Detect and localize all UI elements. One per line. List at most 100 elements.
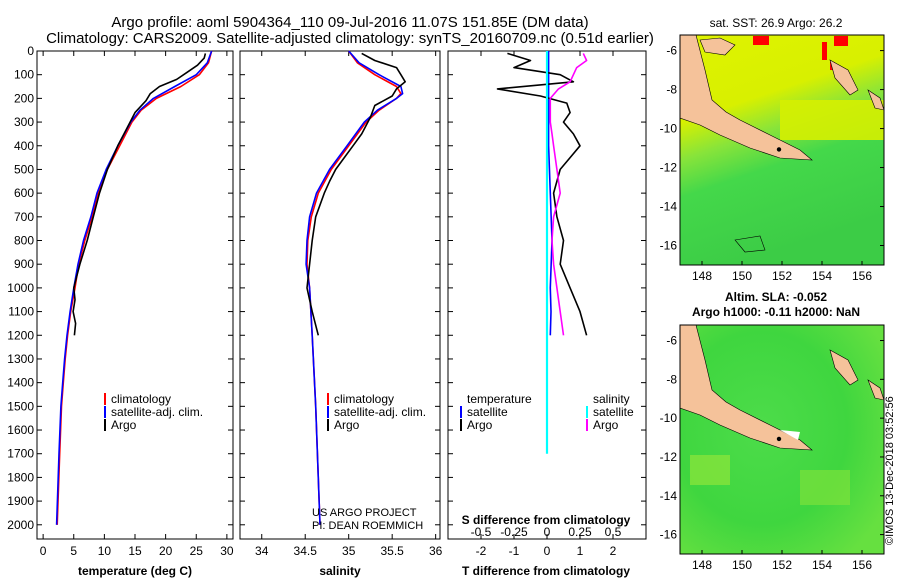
sla-high-patch [690, 455, 730, 485]
depth-tick-label: 2000 [7, 518, 34, 532]
satellite-line [55, 50, 213, 525]
x-tick-label: -2 [476, 544, 487, 558]
depth-tick-label: 0 [27, 44, 34, 58]
s-tick-label: 0.25 [568, 525, 592, 539]
difference-panel: -2 -1 0 1 2 -0.5 -0.25 0 0.25 0.5 T difference f… [447, 50, 647, 578]
legend-argo: Argo [334, 418, 360, 432]
sst-map-title: sat. SST: 26.9 Argo: 26.2 [710, 16, 843, 30]
map-y-tick-label: -6 [666, 44, 677, 58]
sst-map-axes: 148 150 152 154 156 -6 -8 -10 -12 -14 -16 [660, 44, 884, 283]
depth-tick-label: 300 [14, 115, 34, 129]
x-tick-label: 34 [255, 544, 269, 558]
x-tick-label: -1 [509, 544, 520, 558]
map-y-tick-label: -10 [660, 411, 678, 425]
x-tick-label: 2 [610, 544, 617, 558]
land-bougainville [829, 349, 859, 386]
legend-salinity-header: salinity [593, 392, 630, 406]
argo-position-marker [776, 436, 782, 442]
map-x-tick-label: 150 [732, 269, 752, 283]
x-tick-label: 1 [577, 544, 584, 558]
depth-tick-label: 100 [14, 68, 34, 82]
depth-axis: 0 100 200 300 400 500 600 700 800 900 1000 1100 1200… [7, 44, 233, 532]
legend-s-satellite: satellite [593, 405, 634, 419]
x-tick-label: 0 [40, 544, 47, 558]
sst-hot-spot [822, 42, 827, 60]
depth-tick-label: 1000 [7, 281, 34, 295]
temperature-series [55, 50, 213, 525]
land-coast [699, 37, 736, 56]
s-tick-label: -0.25 [500, 525, 528, 539]
depth-tick-label: 800 [14, 234, 34, 248]
map-x-tick-label: 152 [772, 269, 792, 283]
legend-argo: Argo [111, 418, 137, 432]
sst-hot-spot [753, 36, 769, 45]
x-tick-label: 30 [220, 544, 234, 558]
map-y-tick-label: -6 [666, 334, 677, 348]
depth-tick-label: 500 [14, 162, 34, 176]
reef-outline [734, 235, 766, 253]
sla-high-patch [800, 470, 850, 505]
x-tick-label: 35.5 [380, 544, 404, 558]
salinity-depth-ticks [240, 50, 440, 526]
s-difference-axis: -0.5 -0.25 0 0.25 0.5 [471, 525, 622, 539]
x-tick-label: 35 [342, 544, 356, 558]
x-tick-label: 36 [429, 544, 443, 558]
sst-hot-spot [834, 36, 848, 46]
map-x-tick-label: 150 [732, 558, 752, 572]
depth-tick-label: 1900 [7, 494, 34, 508]
sst-map: sat. SST: 26.9 Argo: 26.2 [660, 16, 885, 283]
depth-tick-label: 200 [14, 91, 34, 105]
s-tick-label: 0 [544, 525, 551, 539]
map-x-tick-label: 154 [812, 558, 832, 572]
salinity-panel: 34 34.5 35 35.5 36 salinity climatology sate… [239, 50, 443, 578]
depth-tick-label: 1500 [7, 399, 34, 413]
map-x-tick-label: 154 [812, 269, 832, 283]
temperature-axis: 0 5 10 15 20 25 30 [40, 51, 234, 558]
map-x-tick-label: 156 [852, 558, 872, 572]
land-new-guinea [680, 35, 813, 161]
map-x-tick-label: 156 [852, 269, 872, 283]
map-y-tick-label: -12 [660, 450, 678, 464]
land-solomon [867, 379, 884, 401]
project-annotation: US ARGO PROJECT [312, 507, 417, 519]
missing-data-patch [780, 430, 800, 440]
legend-satellite: satellite-adj. clim. [334, 405, 426, 419]
difference-depth-ticks [448, 50, 646, 526]
salinity-xlabel: salinity [319, 564, 361, 578]
map-x-tick-label: 152 [772, 558, 792, 572]
argo-line [72, 53, 207, 336]
legend-climatology: climatology [111, 392, 171, 406]
legend-t-satellite: satellite [467, 405, 508, 419]
map-y-tick-label: -14 [660, 489, 678, 503]
legend-satellite: satellite-adj. clim. [111, 405, 203, 419]
land-bougainville [829, 59, 859, 96]
map-y-tick-label: -8 [666, 83, 677, 97]
temperature-plot-frame [36, 50, 234, 540]
depth-tick-label: 1800 [7, 470, 34, 484]
depth-tick-label: 1600 [7, 423, 34, 437]
difference-legend: temperature satellite Argo salinity sate… [460, 392, 634, 432]
salinity-axis: 34 34.5 35 35.5 36 [255, 51, 443, 558]
x-tick-label: 15 [128, 544, 142, 558]
depth-tick-label: 900 [14, 257, 34, 271]
imos-credit: ©IMOS 13-Dec-2018 03:52:56 [884, 396, 896, 545]
map-y-tick-label: -14 [660, 200, 678, 214]
x-tick-label: 10 [98, 544, 112, 558]
map-y-tick-label: -12 [660, 161, 678, 175]
land-solomon [867, 89, 884, 111]
x-tick-label: 0 [544, 544, 551, 558]
temperature-panel: 0100200300400500600700800900100011001200… [7, 44, 234, 578]
map-y-tick-label: -16 [660, 239, 678, 253]
depth-tick-label: 1700 [7, 447, 34, 461]
x-tick-label: 5 [70, 544, 77, 558]
map-x-tick-label: 148 [692, 269, 712, 283]
sla-map-subtitle: Argo h1000: -0.11 h2000: NaN [692, 305, 860, 319]
argo-position-marker [776, 147, 782, 152]
legend-climatology: climatology [334, 392, 394, 406]
depth-tick-label: 1100 [8, 305, 34, 319]
x-tick-label: 25 [190, 544, 204, 558]
t-difference-axis: -2 -1 0 1 2 [476, 51, 617, 558]
legend-temperature-header: temperature [467, 392, 532, 406]
temperature-xlabel: temperature (deg C) [78, 564, 192, 578]
